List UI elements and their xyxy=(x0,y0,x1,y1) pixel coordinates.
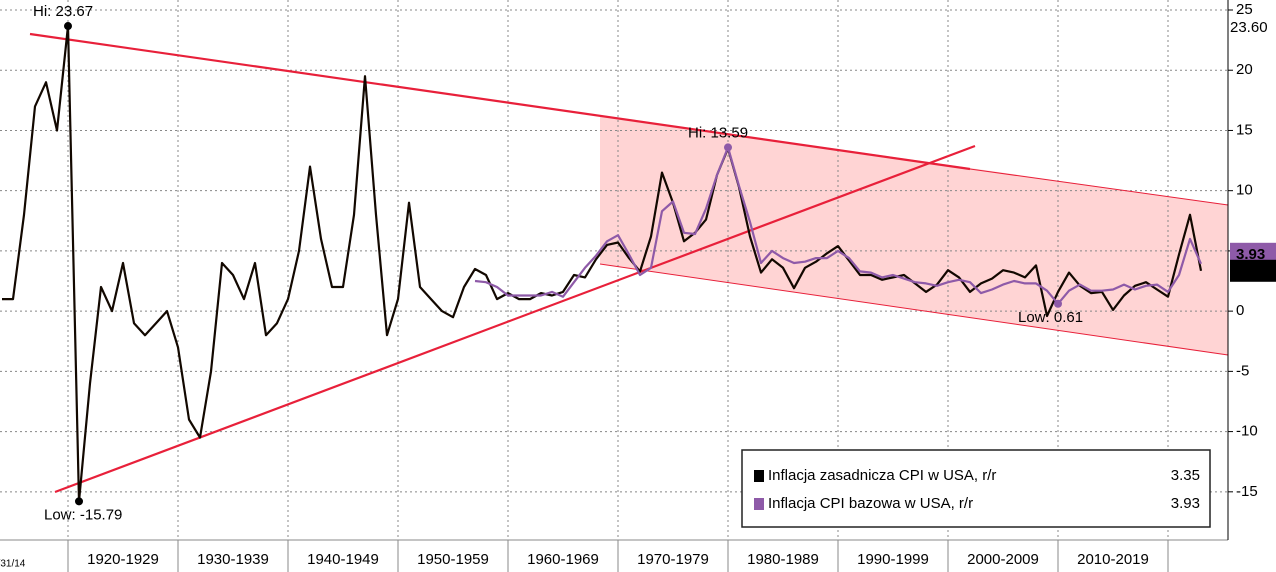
y-tick-label: -5 xyxy=(1236,362,1249,379)
x-tick-label: 2010-2019 xyxy=(1077,551,1149,568)
legend-label: Inflacja CPI bazowa w USA, r/r xyxy=(768,495,973,512)
series-line xyxy=(2,24,1203,503)
extreme-marker xyxy=(1054,299,1062,308)
x-tick-label: 1940-1949 xyxy=(307,551,379,568)
corner-label: 0/31/14 xyxy=(0,559,26,570)
extreme-marker xyxy=(64,22,72,31)
extreme-label: Hi: 13.59 xyxy=(688,124,748,141)
x-tick-label: 1920-1929 xyxy=(87,551,159,568)
extreme-label: Low: 0.61 xyxy=(1018,309,1083,326)
x-tick-label: 2000-2009 xyxy=(967,551,1039,568)
y-tick-label: 15 xyxy=(1236,121,1253,138)
value-tag-label: 3.93 xyxy=(1236,246,1265,263)
legend-swatch xyxy=(754,498,764,510)
x-tick-label: 1960-1969 xyxy=(527,551,599,568)
legend-swatch xyxy=(754,470,764,482)
top-tag: 23.60 xyxy=(1230,19,1268,36)
extreme-marker xyxy=(724,143,732,152)
x-tick-label: 1970-1979 xyxy=(637,551,709,568)
value-tag-label: 3.35 xyxy=(1236,263,1265,280)
trend-line-upper xyxy=(29,32,971,171)
extreme-marker xyxy=(75,497,83,506)
y-tick-label: -10 xyxy=(1236,423,1258,440)
y-tick-label: 20 xyxy=(1236,61,1253,78)
trend-lines xyxy=(29,32,1229,494)
series-lines xyxy=(2,24,1203,503)
value-tag xyxy=(1230,259,1276,282)
channel-lower xyxy=(599,263,1229,356)
y-tick-label: -15 xyxy=(1236,483,1258,500)
channel-fill xyxy=(600,115,1228,355)
legend-value: 3.93 xyxy=(1171,495,1200,512)
extreme-label: Low: -15.79 xyxy=(44,506,122,523)
channel-upper xyxy=(969,168,1229,206)
legend-box xyxy=(741,449,1211,528)
x-tick-label: 1990-1999 xyxy=(857,551,929,568)
x-tick-label: 1950-1959 xyxy=(417,551,489,568)
value-tag xyxy=(1230,242,1276,265)
y-tick-label: 25 xyxy=(1236,1,1253,18)
y-tick-label: 10 xyxy=(1236,182,1253,199)
trend-line-lower xyxy=(54,144,976,494)
legend-label: Inflacja zasadnicza CPI w USA, r/r xyxy=(768,467,996,484)
x-tick-label: 1980-1989 xyxy=(747,551,819,568)
legend-value: 3.35 xyxy=(1171,467,1200,484)
series-line xyxy=(474,146,1203,305)
extreme-label: Hi: 23.67 xyxy=(33,3,93,20)
x-tick-label: 1930-1939 xyxy=(197,551,269,568)
background xyxy=(600,115,1228,355)
y-tick-label: 0 xyxy=(1236,302,1244,319)
